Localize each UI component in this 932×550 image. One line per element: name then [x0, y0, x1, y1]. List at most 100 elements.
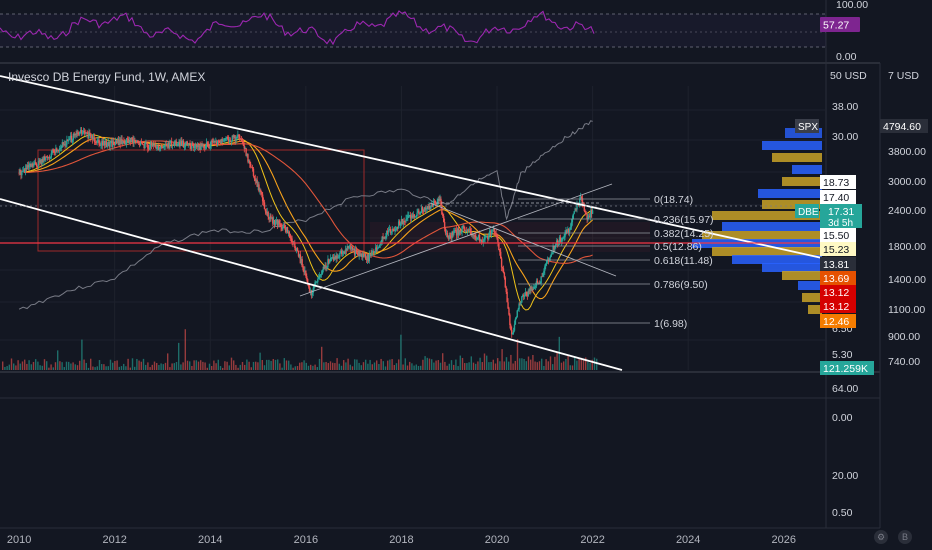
volume-bar	[292, 367, 294, 370]
candle-body	[95, 142, 98, 144]
candle-body	[136, 140, 139, 142]
volume-bar	[547, 361, 549, 370]
x-tick-2026: 2026	[772, 534, 796, 546]
candle-body	[132, 139, 134, 144]
candle-body	[41, 158, 43, 165]
candle-body	[549, 256, 552, 258]
candle-body	[75, 134, 77, 135]
candle-body	[483, 239, 485, 241]
b-button[interactable]: B	[898, 530, 912, 544]
candle-body	[400, 219, 403, 224]
volume-bar	[296, 366, 299, 370]
volume-bar	[299, 362, 301, 370]
candle-body	[377, 247, 380, 249]
candle-body	[230, 140, 233, 142]
candle-body	[327, 259, 329, 268]
candle-body	[227, 136, 229, 139]
candle-body	[325, 265, 327, 269]
volume-bar	[281, 367, 283, 370]
fib-retracement[interactable]: 0(18.74) 0.236(15.97) 0.382(14.25)0.5(12.8…	[518, 194, 714, 330]
candle-body	[511, 332, 514, 335]
candle-body	[555, 242, 557, 248]
candle-body	[564, 233, 566, 238]
volume-bar	[202, 361, 204, 370]
candle-body	[283, 225, 285, 228]
gear-icon[interactable]: ⚙	[874, 530, 888, 544]
candle-body	[163, 146, 166, 147]
candle-body	[243, 145, 245, 149]
candle-body	[198, 145, 200, 148]
candle-body	[409, 215, 412, 219]
candle-body	[406, 217, 408, 219]
candle-body	[511, 329, 513, 335]
volume-bar	[37, 361, 39, 370]
rsi-panel: 100.00 0.00 57.27	[0, 0, 868, 63]
candle-body	[253, 175, 256, 179]
volume-bar	[351, 366, 354, 370]
volume-bar	[6, 366, 8, 370]
candle-body	[234, 135, 236, 142]
volume-bar	[24, 359, 26, 370]
volume-bar	[147, 362, 149, 370]
candle-body	[575, 208, 577, 210]
candle-body	[544, 266, 546, 271]
drawings[interactable]	[0, 75, 826, 371]
candle-body	[30, 163, 32, 167]
candle-body	[57, 150, 60, 152]
volume-bar	[259, 352, 261, 370]
candle-body	[359, 251, 361, 257]
candle-body	[278, 220, 280, 224]
x-tick-2018: 2018	[389, 534, 413, 546]
volume-bar	[15, 365, 17, 370]
volume-bar	[543, 365, 545, 370]
ma-long	[23, 140, 593, 264]
candle-body	[38, 161, 41, 163]
volume-bar	[475, 363, 477, 370]
volume-bar	[417, 365, 420, 370]
candle-body	[585, 212, 587, 214]
price-badge-value: 13.69	[823, 273, 849, 285]
candle-body	[428, 205, 430, 209]
volume-bar	[90, 358, 92, 370]
price-badge	[820, 361, 874, 375]
volume-bar	[246, 359, 248, 370]
candle-body	[185, 141, 188, 144]
spx-tag	[795, 119, 819, 133]
candle-body	[583, 204, 586, 212]
x-tick-2024: 2024	[676, 534, 700, 546]
volume-bar	[340, 365, 343, 370]
volume-bar	[508, 361, 510, 370]
candle-body	[316, 281, 318, 283]
volume-bar	[114, 361, 116, 370]
rsi-value-badge	[820, 17, 860, 32]
volume-bar	[57, 350, 59, 370]
candle-body	[494, 232, 496, 234]
volume-bar	[479, 357, 481, 370]
candle-body	[249, 161, 251, 164]
candle-body	[71, 139, 74, 142]
volume-bar	[28, 360, 30, 370]
candle-body	[500, 258, 503, 268]
candle-body	[477, 234, 480, 238]
volume-bar	[519, 358, 521, 370]
candle-body	[496, 234, 498, 239]
price-badge	[820, 299, 856, 313]
candle-body	[303, 270, 305, 273]
candle-body	[139, 141, 142, 146]
candle-body	[238, 135, 241, 139]
candle-body	[193, 146, 196, 148]
candle-body	[20, 169, 22, 176]
candle-body	[392, 229, 394, 230]
candle-body	[407, 215, 409, 218]
profile-bar	[762, 141, 822, 150]
candle-body	[90, 133, 92, 138]
volume-bar	[472, 362, 475, 370]
candle-body	[190, 145, 192, 149]
volume-bar	[395, 363, 398, 370]
volume-bar	[72, 362, 74, 370]
candle-body	[213, 140, 215, 143]
volume-bar	[376, 360, 378, 370]
candle-body	[74, 134, 76, 136]
volume-bar	[127, 358, 129, 370]
